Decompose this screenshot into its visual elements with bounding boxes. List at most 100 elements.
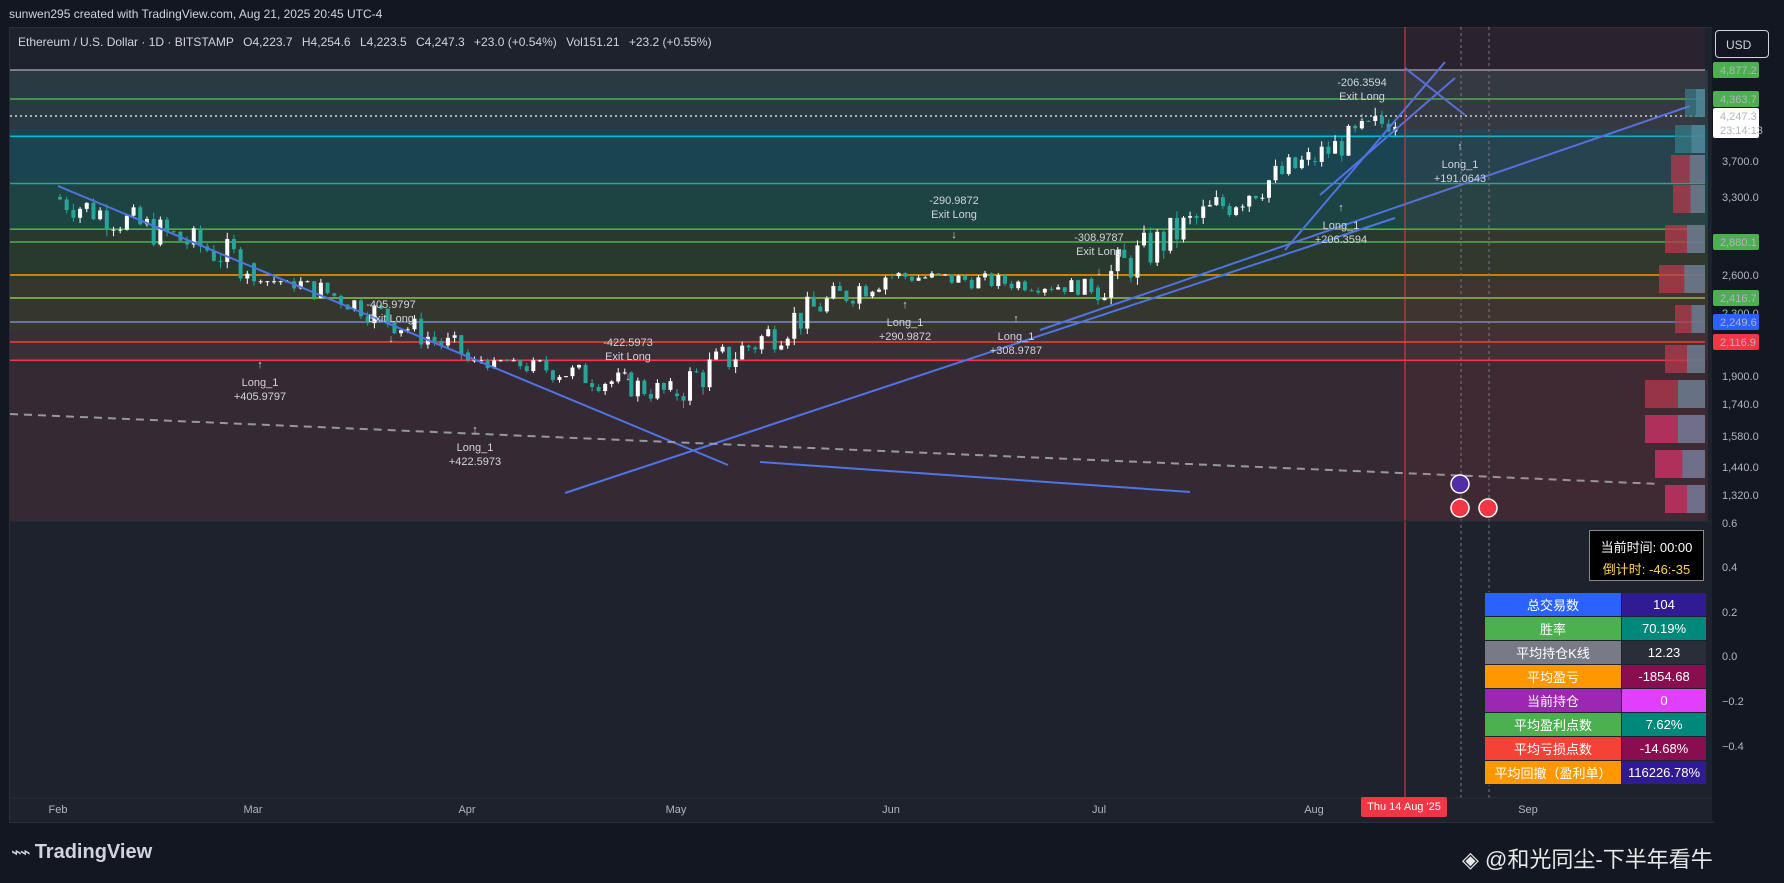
candle-body (64, 199, 69, 211)
candle-body (818, 306, 823, 312)
countdown-label: 倒计时: (1602, 562, 1646, 577)
candle-body (278, 281, 283, 283)
trend-line (1039, 105, 1691, 331)
candle-body (863, 286, 868, 297)
volume-profile-bar (1678, 415, 1705, 443)
zone-band (10, 129, 1708, 182)
candle-body (936, 273, 941, 275)
candle-body (151, 218, 156, 245)
candle-body (198, 228, 203, 247)
stats-label: 平均盈利点数 (1484, 712, 1622, 737)
time-tick-label: Jul (1092, 804, 1106, 816)
volume-profile-bar (1687, 485, 1705, 513)
candle-body (537, 360, 542, 362)
price-tick-label: 3,300.0 (1722, 192, 1759, 204)
candle-body (688, 371, 693, 401)
candle-body (544, 360, 549, 371)
trade-label: Long_1 (887, 317, 924, 329)
candle-body (753, 347, 758, 350)
candle-body (1313, 161, 1317, 162)
stats-value: 7.62% (1620, 712, 1708, 737)
stats-row: 平均回撤（盈利单） 116226.78% (1484, 760, 1708, 785)
long-arrow-icon: ↑ (1338, 202, 1344, 214)
candle-body (405, 329, 410, 331)
candle-body (909, 276, 914, 281)
candle-body (759, 336, 764, 350)
candle-body (1253, 195, 1258, 199)
candle-body (792, 312, 797, 339)
candle-body (1161, 231, 1166, 251)
change-value: +23.0 (+0.54%) (474, 35, 557, 49)
volume-change: +23.2 (+0.55%) (628, 35, 712, 49)
candle-body (1062, 287, 1067, 293)
candle-body (231, 238, 236, 250)
stats-label: 胜率 (1484, 616, 1622, 641)
candle-body (805, 296, 810, 329)
open-value: O4,223.7 (243, 35, 293, 49)
candle-body (694, 371, 699, 373)
candle-body (124, 215, 129, 230)
candle-body (1234, 207, 1239, 216)
candle-body (1135, 245, 1140, 278)
stats-row: 当前持仓 0 (1484, 688, 1708, 713)
candle-body (844, 290, 849, 301)
price-tick-label: 1,580.0 (1722, 431, 1759, 443)
candle-body (870, 291, 875, 297)
candle-body (392, 322, 397, 334)
volume-profile-bar (1682, 450, 1705, 478)
currency-button[interactable]: USD (1715, 30, 1769, 58)
candle-body (412, 318, 417, 330)
volume-value: Vol151.21 (566, 35, 620, 49)
candle-body (963, 275, 968, 280)
time-tick-label: Feb (49, 804, 68, 816)
candle-body (1333, 141, 1338, 154)
candle-body (622, 372, 627, 374)
candle-body (211, 250, 216, 261)
candle-body (1240, 206, 1245, 208)
stats-row: 平均盈亏 -1854.68 (1484, 664, 1708, 689)
candle-body (258, 281, 263, 283)
candle-body (740, 345, 745, 360)
candle-body (1260, 197, 1265, 199)
symbol-legend: Ethereum / U.S. Dollar · 1D · BITSTAMP O… (18, 35, 718, 49)
candle-body (550, 370, 555, 380)
candle-body (916, 277, 921, 281)
tradingview-logo[interactable]: ⌁⌁ TradingView (11, 841, 152, 864)
stats-label: 当前持仓 (1484, 688, 1622, 713)
candle-body (635, 380, 640, 397)
candle-body (969, 279, 974, 289)
trade-pnl: -206.3594 (1337, 77, 1387, 89)
price-tick-label: 2,600.0 (1722, 270, 1759, 282)
candle-body (1286, 157, 1291, 175)
oscillator-tick-label: −0.4 (1722, 741, 1744, 753)
price-tag-label: 4,247.3 (1720, 111, 1757, 123)
candle-body (557, 376, 562, 380)
candle-body (312, 281, 317, 298)
candle-body (432, 336, 437, 342)
candle-body (603, 383, 608, 392)
tradingview-logo-text: TradingView (34, 841, 153, 863)
time-tick-label: May (666, 804, 687, 816)
watermark: ◈ @和光同尘-下半年看牛 (1462, 842, 1713, 874)
long-arrow-icon: ↑ (902, 299, 908, 311)
candle-body (305, 281, 310, 283)
candle-body (1089, 278, 1094, 293)
candle-body (171, 231, 176, 233)
stats-label: 平均持仓K线 (1484, 640, 1622, 665)
candle-body (923, 277, 928, 279)
candle-body (58, 197, 62, 200)
candle-body (1102, 297, 1107, 301)
candle-body (648, 394, 653, 399)
trend-line (759, 461, 1191, 493)
trade-label: Exit Long (931, 209, 977, 221)
candle-body (225, 238, 230, 262)
current-time-value: 00:00 (1659, 540, 1693, 555)
candle-body (596, 387, 601, 392)
candle-body (218, 260, 223, 262)
candle-body (681, 396, 686, 401)
exit-arrow-icon: ↓ (388, 333, 394, 345)
binance-diamond-icon: ◈ (1462, 847, 1479, 872)
candle-body (1273, 165, 1278, 181)
price-tick-label: 1,440.0 (1722, 462, 1759, 474)
